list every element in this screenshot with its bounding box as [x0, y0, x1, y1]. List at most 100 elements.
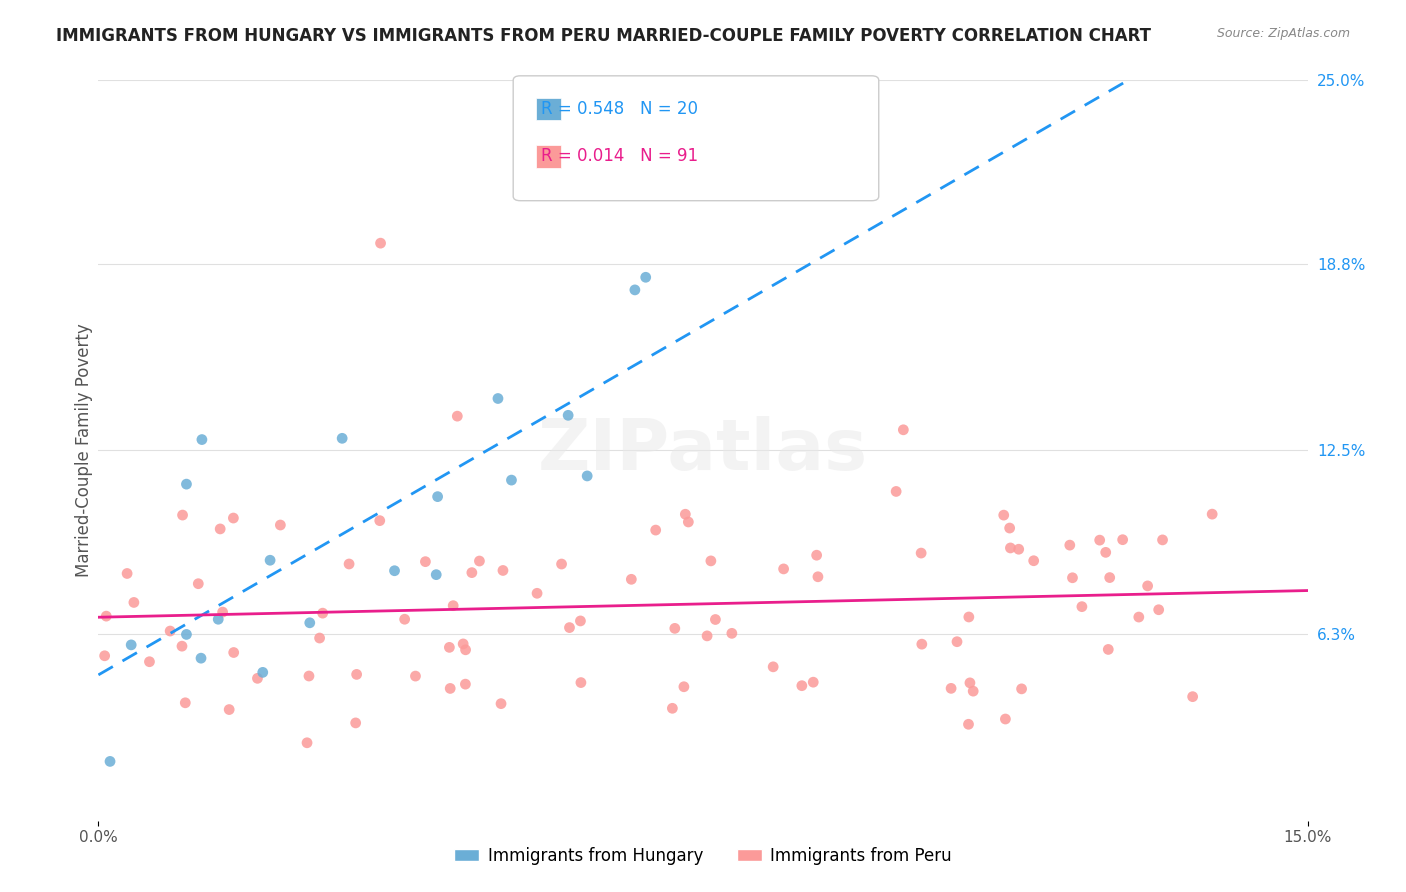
Point	[446, 409, 468, 424]
Point	[246, 671, 269, 685]
Point	[661, 701, 683, 715]
Point	[644, 523, 666, 537]
Point	[176, 627, 198, 641]
Y-axis label: Married-Couple Family Poverty: Married-Couple Family Poverty	[75, 324, 93, 577]
Point	[704, 613, 727, 627]
Point	[209, 522, 232, 536]
Text: Source: ZipAtlas.com: Source: ZipAtlas.com	[1216, 27, 1350, 40]
Point	[222, 646, 245, 660]
Point	[486, 392, 509, 406]
Point	[384, 564, 406, 578]
Point	[1000, 541, 1022, 555]
Point	[1094, 545, 1116, 559]
Point	[910, 546, 932, 560]
Point	[1181, 690, 1204, 704]
Legend: Immigrants from Hungary, Immigrants from Peru: Immigrants from Hungary, Immigrants from…	[449, 840, 957, 871]
Point	[425, 567, 447, 582]
Point	[191, 433, 214, 447]
Point	[700, 554, 723, 568]
Point	[269, 518, 291, 533]
Point	[946, 634, 969, 648]
Point	[891, 423, 914, 437]
Point	[115, 566, 138, 581]
Point	[172, 508, 194, 522]
Point	[218, 702, 240, 716]
Point	[492, 564, 515, 578]
Point	[993, 508, 1015, 523]
Point	[295, 736, 318, 750]
Point	[451, 637, 474, 651]
Point	[762, 660, 785, 674]
Point	[624, 283, 647, 297]
Point	[454, 642, 477, 657]
Point	[569, 675, 592, 690]
Point	[454, 677, 477, 691]
Point	[1128, 610, 1150, 624]
Point	[569, 614, 592, 628]
Point	[1136, 579, 1159, 593]
Point	[439, 681, 461, 696]
Point	[806, 548, 828, 562]
Point	[634, 270, 657, 285]
Point	[696, 629, 718, 643]
Point	[312, 606, 335, 620]
Point	[344, 715, 367, 730]
Point	[96, 609, 118, 624]
Point	[468, 554, 491, 568]
Point	[1098, 571, 1121, 585]
Point	[441, 599, 464, 613]
Point	[1111, 533, 1133, 547]
Point	[962, 684, 984, 698]
Point	[404, 669, 426, 683]
Point	[959, 676, 981, 690]
Point	[801, 675, 824, 690]
Point	[1059, 538, 1081, 552]
Point	[664, 621, 686, 635]
Point	[330, 431, 353, 445]
Point	[1097, 642, 1119, 657]
Point	[526, 586, 548, 600]
Point	[98, 755, 121, 769]
Point	[721, 626, 744, 640]
Point	[678, 515, 700, 529]
Point	[1011, 681, 1033, 696]
Point	[159, 624, 181, 638]
Point	[807, 570, 830, 584]
Point	[1022, 554, 1045, 568]
Text: R = 0.014   N = 91: R = 0.014 N = 91	[541, 147, 699, 165]
Point	[673, 508, 696, 522]
Point	[368, 514, 391, 528]
Point	[170, 639, 193, 653]
Point	[957, 610, 980, 624]
Point	[1201, 507, 1223, 521]
Point	[620, 572, 643, 586]
Point	[298, 615, 321, 630]
Point	[415, 555, 437, 569]
Point	[994, 712, 1017, 726]
Text: IMMIGRANTS FROM HUNGARY VS IMMIGRANTS FROM PERU MARRIED-COUPLE FAMILY POVERTY CO: IMMIGRANTS FROM HUNGARY VS IMMIGRANTS FR…	[56, 27, 1152, 45]
Point	[672, 680, 695, 694]
Point	[298, 669, 321, 683]
Point	[426, 490, 449, 504]
Point	[394, 612, 416, 626]
Point	[211, 605, 233, 619]
Point	[308, 631, 330, 645]
Point	[489, 697, 512, 711]
Point	[370, 236, 392, 251]
Point	[576, 469, 599, 483]
Point	[174, 696, 197, 710]
Point	[176, 477, 198, 491]
Point	[122, 595, 145, 609]
Point	[558, 621, 581, 635]
Point	[1062, 571, 1084, 585]
Point	[790, 679, 813, 693]
Point	[1070, 599, 1092, 614]
Point	[461, 566, 484, 580]
Point	[1147, 603, 1170, 617]
Point	[501, 473, 523, 487]
Point	[772, 562, 794, 576]
Text: R = 0.548   N = 20: R = 0.548 N = 20	[541, 100, 699, 118]
Point	[252, 665, 274, 680]
Point	[93, 648, 115, 663]
Point	[207, 612, 229, 626]
